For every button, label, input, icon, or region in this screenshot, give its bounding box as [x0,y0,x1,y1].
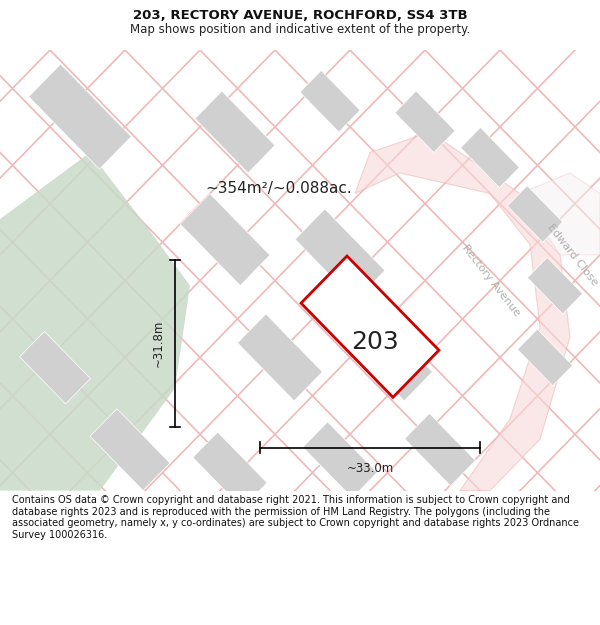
Polygon shape [301,256,439,398]
Polygon shape [404,413,475,486]
Polygon shape [517,329,572,386]
Text: ~354m²/~0.088ac.: ~354m²/~0.088ac. [205,181,352,196]
Polygon shape [303,422,377,498]
Polygon shape [395,91,455,152]
Text: Contains OS data © Crown copyright and database right 2021. This information is : Contains OS data © Crown copyright and d… [12,495,579,540]
Polygon shape [355,132,570,491]
Polygon shape [20,331,91,404]
Polygon shape [29,64,131,169]
Polygon shape [90,409,170,491]
Polygon shape [508,186,563,242]
Text: Rectory Avenue: Rectory Avenue [460,243,522,318]
Text: ~31.8m: ~31.8m [152,320,165,368]
Polygon shape [0,152,190,491]
Polygon shape [195,91,275,173]
Text: ~33.0m: ~33.0m [346,462,394,475]
Polygon shape [461,127,520,188]
Polygon shape [180,194,270,286]
Text: Edward Close: Edward Close [545,222,599,288]
Polygon shape [300,71,360,132]
Text: 203: 203 [351,330,399,354]
Text: 203, RECTORY AVENUE, ROCHFORD, SS4 3TB: 203, RECTORY AVENUE, ROCHFORD, SS4 3TB [133,9,467,22]
Polygon shape [238,314,322,401]
Polygon shape [347,314,433,401]
Polygon shape [295,209,385,301]
Text: Map shows position and indicative extent of the property.: Map shows position and indicative extent… [130,23,470,36]
Polygon shape [520,173,600,255]
Polygon shape [527,258,583,314]
Polygon shape [193,432,267,508]
